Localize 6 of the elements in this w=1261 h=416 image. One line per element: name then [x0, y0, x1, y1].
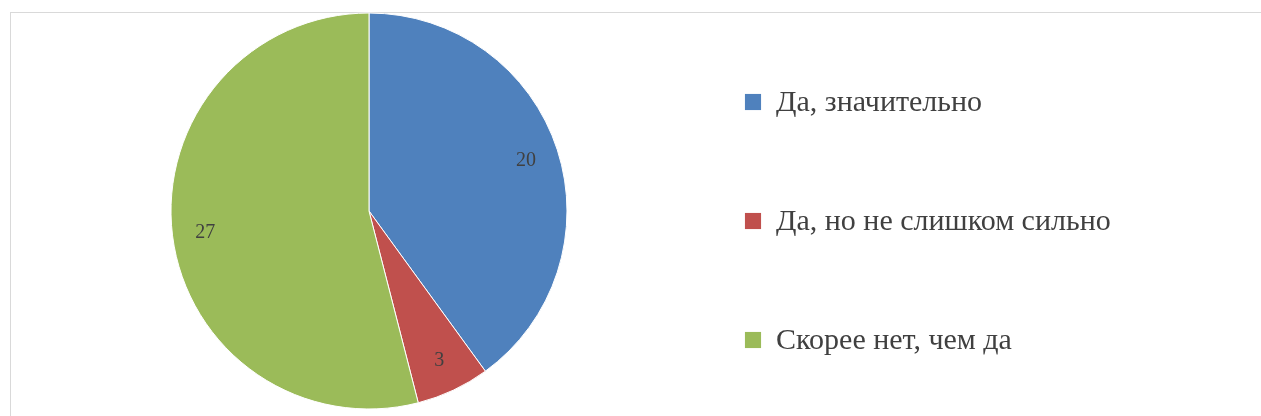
data-label: 3 — [434, 348, 445, 371]
legend-label: Да, но не слишком сильно — [776, 203, 1111, 236]
legend-label: Скорее нет, чем да — [776, 322, 1012, 355]
legend-label: Да, значительно — [776, 84, 983, 117]
data-label: 27 — [195, 219, 216, 242]
data-label: 20 — [515, 148, 536, 171]
